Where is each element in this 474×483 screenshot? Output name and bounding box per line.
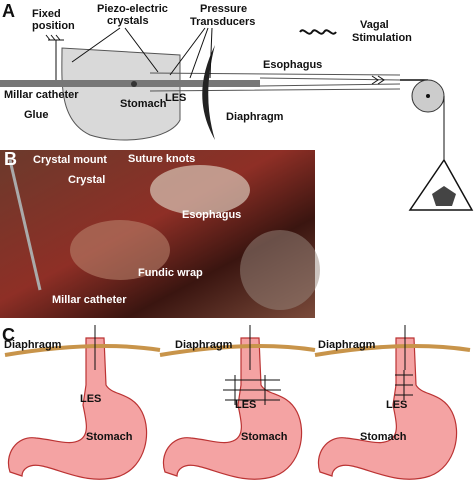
label: LES bbox=[235, 399, 256, 411]
crystal-mount bbox=[8, 159, 42, 291]
label: Vagal bbox=[360, 19, 389, 31]
leader-lines bbox=[71, 27, 213, 79]
stomach-shape bbox=[61, 47, 181, 141]
stomach-normal: Diaphragm LES Stomach bbox=[4, 325, 161, 480]
label: Millar catheter bbox=[4, 89, 79, 101]
label: crystals bbox=[107, 15, 149, 27]
label: Stomach bbox=[360, 431, 407, 443]
diaphragm-shape bbox=[202, 45, 215, 140]
label: Fundic wrap bbox=[138, 267, 203, 279]
stomach-wrap: Diaphragm LES Stomach bbox=[159, 325, 316, 480]
label: Pressure bbox=[200, 3, 247, 15]
label: Stomach bbox=[86, 431, 133, 443]
catheter bbox=[0, 80, 260, 87]
stomach-partial: Diaphragm LES Stomach bbox=[314, 325, 471, 480]
arrows bbox=[371, 75, 385, 85]
panel-label: B bbox=[4, 149, 17, 169]
label: Millar catheter bbox=[52, 294, 127, 306]
label: Stimulation bbox=[352, 32, 412, 44]
label: Diaphragm bbox=[318, 339, 376, 351]
label: Crystal bbox=[68, 174, 105, 186]
label: LES bbox=[386, 399, 407, 411]
panel-b: B Crystal mount Crystal Suture knots Eso… bbox=[0, 149, 320, 318]
mount bbox=[45, 34, 64, 80]
weight-frame bbox=[408, 158, 474, 211]
label: position bbox=[32, 20, 75, 32]
pulley-axis bbox=[426, 94, 430, 98]
weight bbox=[432, 186, 456, 206]
panel-label: C bbox=[2, 325, 15, 345]
panel-a: A Fixed position Piezo-electric crystals… bbox=[0, 1, 474, 211]
label: Glue bbox=[24, 109, 48, 121]
vagal-nerve bbox=[299, 29, 337, 35]
label: Diaphragm bbox=[226, 111, 284, 123]
photo-detail bbox=[150, 165, 250, 215]
photo-detail bbox=[240, 230, 320, 310]
label: Fixed bbox=[32, 8, 61, 20]
glue-dot bbox=[131, 81, 137, 87]
label: LES bbox=[165, 92, 186, 104]
panel-c: C Diaphragm LES Stomach Diaphragm LES St… bbox=[2, 325, 471, 480]
photo-detail bbox=[70, 220, 170, 280]
label: Esophagus bbox=[182, 209, 241, 221]
label: Transducers bbox=[190, 16, 255, 28]
label: Piezo-electric bbox=[97, 3, 168, 15]
label: Stomach bbox=[120, 98, 167, 110]
label: Esophagus bbox=[263, 59, 322, 71]
panel-label: A bbox=[2, 1, 15, 21]
label: Diaphragm bbox=[175, 339, 233, 351]
label: Diaphragm bbox=[4, 339, 62, 351]
esophagus-tube bbox=[149, 72, 401, 92]
label: Suture knots bbox=[128, 153, 195, 165]
label: Stomach bbox=[241, 431, 288, 443]
label: Crystal mount bbox=[33, 154, 107, 166]
label: LES bbox=[80, 393, 101, 405]
